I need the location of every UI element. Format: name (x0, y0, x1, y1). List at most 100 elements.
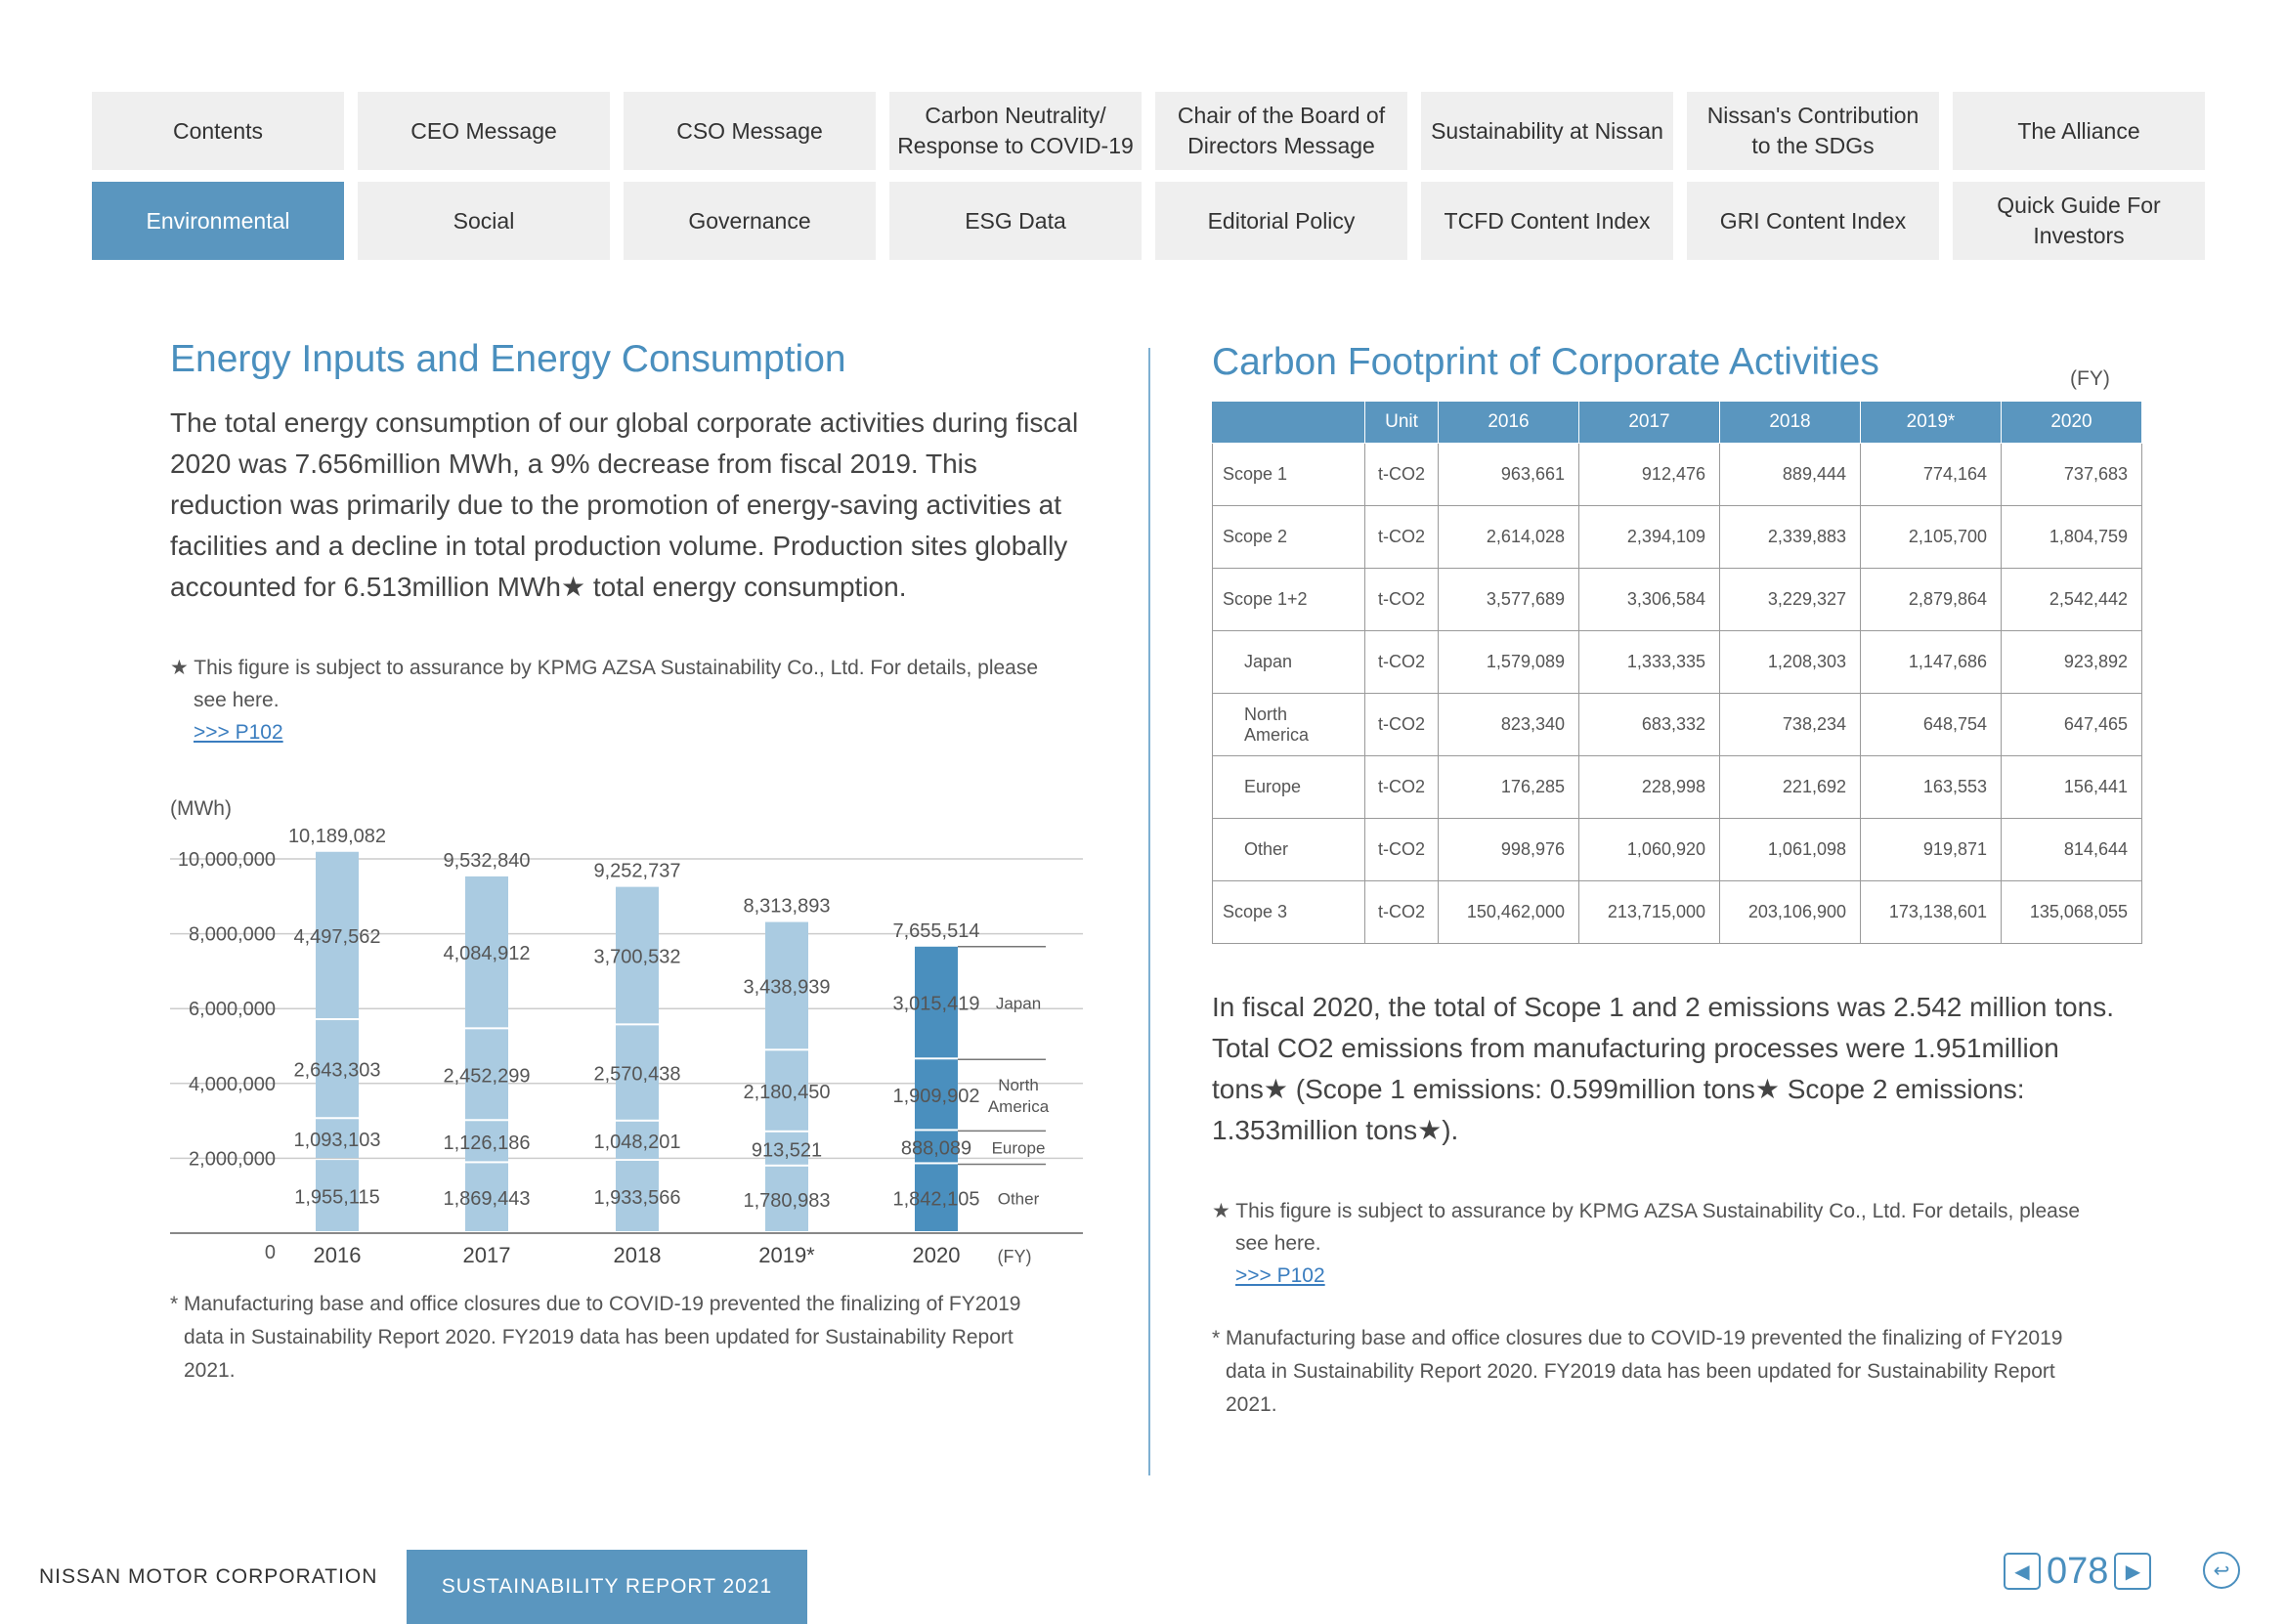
nav-esg-data[interactable]: ESG Data (889, 182, 1142, 260)
value-cell: 1,061,098 (1719, 818, 1861, 881)
data-label: 3,015,419 (893, 994, 980, 1015)
table-row: Europe t-CO2 176,285 228,998 221,692 163,553 1… (1212, 755, 2142, 819)
note-line-1: ★ This figure is subject to assurance by… (1212, 1200, 2081, 1222)
value-cell: 1,579,089 (1438, 630, 1579, 694)
nav-editorial-policy[interactable]: Editorial Policy (1155, 182, 1407, 260)
value-cell: 923,892 (2001, 630, 2142, 694)
bar-segment (465, 1163, 508, 1231)
p102-link[interactable]: >>> P102 (194, 721, 283, 744)
table-header-cell: 2020 (2001, 401, 2142, 444)
value-cell: 814,644 (2001, 818, 2142, 881)
data-label: 2,180,450 (744, 1082, 831, 1103)
table-row: Scope 3 t-CO2 150,462,000 213,715,000 203,10… (1212, 880, 2142, 944)
value-cell: 774,164 (1860, 443, 2002, 506)
table-row: North America t-CO2 823,340 683,332 738,234 6… (1212, 693, 2142, 756)
nav-sustainability-at-nissan[interactable]: Sustainability at Nissan (1421, 92, 1673, 170)
prev-page-icon[interactable]: ◀ (2004, 1553, 2041, 1590)
nav-tcfd-content-index[interactable]: TCFD Content Index (1421, 182, 1673, 260)
y-tick-label: 10,000,000 (178, 849, 276, 871)
bar-segment (765, 1166, 808, 1231)
value-cell: 3,229,327 (1719, 568, 1861, 631)
bar-segment (465, 1029, 508, 1120)
data-label: 888,089 (901, 1137, 971, 1159)
nav-quick-guide-for-investors[interactable]: Quick Guide For Investors (1953, 182, 2205, 260)
value-cell: 2,339,883 (1719, 505, 1861, 569)
foot-line-3: 2021. (184, 1359, 236, 1382)
value-cell: 647,465 (2001, 693, 2142, 756)
table-row: Other t-CO2 998,976 1,060,920 1,061,098 919,8… (1212, 818, 2142, 881)
value-cell: 648,754 (1860, 693, 2002, 756)
company-name: NISSAN MOTOR CORPORATION (39, 1565, 378, 1588)
next-page-icon[interactable]: ▶ (2114, 1553, 2152, 1590)
row-label: North America (1212, 693, 1365, 756)
note-line-1: ★ This figure is subject to assurance by… (170, 657, 1039, 679)
table-header-cell: 2018 (1719, 401, 1861, 444)
y-tick-label: 2,000,000 (189, 1148, 276, 1170)
data-label: 1,842,105 (893, 1189, 980, 1211)
energy-body-text: The total energy consumption of our glob… (170, 407, 1079, 602)
data-label: 1,093,103 (294, 1130, 381, 1151)
nav-governance[interactable]: Governance (624, 182, 876, 260)
data-label: 4,084,912 (444, 943, 531, 964)
legend-label: North America (988, 1076, 1050, 1116)
table-row: Japan t-CO2 1,579,089 1,333,335 1,208,303 1,1… (1212, 630, 2142, 694)
bar-segment (765, 1132, 808, 1165)
data-label: 1,126,186 (444, 1133, 531, 1154)
table-header-cell: 2019* (1860, 401, 2002, 444)
fy-label: (FY) (2070, 367, 2110, 390)
y-axis-title: (MWh) (170, 797, 232, 820)
nav-environmental[interactable]: Environmental (92, 182, 344, 260)
data-label: 2,643,303 (294, 1060, 381, 1082)
page-number: 078 (2047, 1550, 2109, 1592)
value-cell: 150,462,000 (1438, 880, 1579, 944)
nav-nissan-s-contribution-to-the-sdgs[interactable]: Nissan's Contribution to the SDGs (1687, 92, 1939, 170)
value-cell: 221,692 (1719, 755, 1861, 819)
bar-segment (616, 886, 659, 1024)
value-cell: 998,976 (1438, 818, 1579, 881)
nav-contents[interactable]: Contents (92, 92, 344, 170)
nav-social[interactable]: Social (358, 182, 610, 260)
table-row: Scope 1 t-CO2 963,661 912,476 889,444 774,164… (1212, 443, 2142, 506)
value-cell: 203,106,900 (1719, 880, 1861, 944)
bar-segment (316, 851, 359, 1019)
data-label: 2,570,438 (594, 1064, 681, 1086)
bar-segment (465, 876, 508, 1028)
data-label: 2,452,299 (444, 1065, 531, 1087)
value-cell: 1,208,303 (1719, 630, 1861, 694)
back-icon[interactable]: ↩ (2203, 1552, 2240, 1589)
nav-carbon-neutrality-response-to-covid-19[interactable]: Carbon Neutrality/ Response to COVID-19 (889, 92, 1142, 170)
nav-cso-message[interactable]: CSO Message (624, 92, 876, 170)
carbon-footnote: * Manufacturing base and office closures… (1212, 1322, 2150, 1422)
data-label: 913,521 (752, 1139, 822, 1161)
value-cell: 823,340 (1438, 693, 1579, 756)
value-cell: 1,333,335 (1578, 630, 1720, 694)
nav-the-alliance[interactable]: The Alliance (1953, 92, 2205, 170)
nav-gri-content-index[interactable]: GRI Content Index (1687, 182, 1939, 260)
foot-line-3: 2021. (1226, 1393, 1277, 1416)
value-cell: 135,068,055 (2001, 880, 2142, 944)
table-header-cell (1212, 401, 1365, 444)
column-divider (1148, 348, 1150, 1475)
bar-segment (616, 1025, 659, 1120)
value-cell: 1,804,759 (2001, 505, 2142, 569)
legend-label: Europe (992, 1138, 1046, 1157)
row-label: Other (1212, 818, 1365, 881)
value-cell: 1,147,686 (1860, 630, 2002, 694)
data-label: 1,869,443 (444, 1188, 531, 1210)
y-tick-label: 8,000,000 (189, 924, 276, 946)
table-header-cell: 2017 (1578, 401, 1720, 444)
value-cell: 919,871 (1860, 818, 2002, 881)
table-header-cell: 2016 (1438, 401, 1579, 444)
data-label: 4,497,562 (294, 926, 381, 948)
carbon-body-text: In fiscal 2020, the total of Scope 1 and… (1212, 992, 2114, 1145)
value-cell: 912,476 (1578, 443, 1720, 506)
nav-ceo-message[interactable]: CEO Message (358, 92, 610, 170)
note-line-2: see here. (194, 689, 280, 711)
unit-cell: t-CO2 (1364, 818, 1439, 881)
top-navigation: Contents CEO Message CSO Message Carbon Neu… (92, 92, 2207, 260)
report-name-tab[interactable]: SUSTAINABILITY REPORT 2021 (407, 1550, 807, 1624)
data-label: 3,700,532 (594, 946, 681, 967)
nav-chair-of-the-board-of-directors-message[interactable]: Chair of the Board of Directors Message (1155, 92, 1407, 170)
p102-link[interactable]: >>> P102 (1235, 1264, 1325, 1287)
unit-cell: t-CO2 (1364, 505, 1439, 569)
